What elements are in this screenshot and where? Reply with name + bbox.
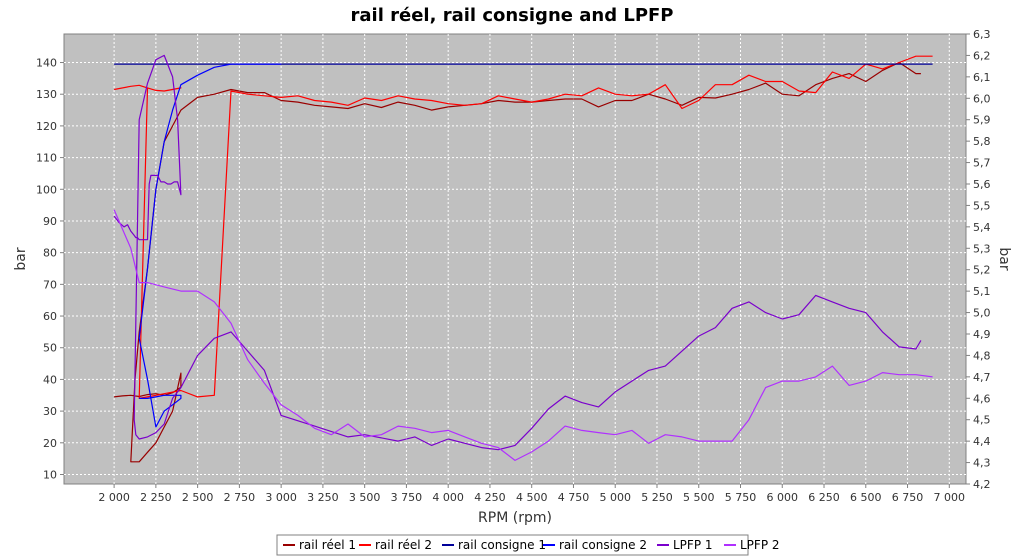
- y-tick-label: 120: [36, 120, 57, 133]
- series-line-5: [113, 54, 922, 451]
- y-tick-label: 140: [36, 57, 57, 70]
- series-line-4: [138, 63, 282, 428]
- y-tick-label: 60: [43, 310, 57, 323]
- x-tick-label: 2 750: [224, 491, 256, 504]
- y2-tick-label: 4,5: [973, 414, 991, 427]
- y2-tick-label: 4,8: [973, 349, 991, 362]
- series-line-2: [113, 55, 933, 399]
- legend-label: rail réel 2: [375, 538, 432, 552]
- y2-tick-label: 4,9: [973, 328, 991, 341]
- y-tick-label: 130: [36, 88, 57, 101]
- y2-tick-label: 5,1: [973, 285, 991, 298]
- x-tick-label: 7 000: [934, 491, 966, 504]
- y-tick-label: 70: [43, 278, 57, 291]
- y2-tick-label: 6,0: [973, 92, 991, 105]
- y2-tick-label: 5,0: [973, 307, 991, 320]
- x-tick-label: 5 250: [641, 491, 673, 504]
- x-tick-label: 3 750: [391, 491, 423, 504]
- y-tick-label: 100: [36, 183, 57, 196]
- x-tick-label: 2 250: [140, 491, 172, 504]
- chart-title: rail réel, rail consigne and LPFP: [351, 5, 674, 26]
- legend-label: LPFP 1: [673, 538, 713, 552]
- y-tick-label: 40: [43, 373, 57, 386]
- y2-tick-label: 5,6: [973, 178, 991, 191]
- y-axis-label: bar: [13, 247, 29, 270]
- x-tick-label: 5 500: [683, 491, 715, 504]
- x-tick-label: 6 750: [892, 491, 924, 504]
- y2-tick-label: 5,7: [973, 157, 991, 170]
- x-tick-label: 4 500: [516, 491, 548, 504]
- x-tick-label: 6 500: [850, 491, 882, 504]
- x-tick-label: 6 250: [808, 491, 840, 504]
- y2-tick-label: 4,4: [973, 435, 991, 448]
- x-tick-label: 5 000: [599, 491, 631, 504]
- legend-label: rail consigne 2: [559, 538, 647, 552]
- legend-box: [276, 534, 749, 556]
- axes: 2 000 2 250 2 500 2 750 3 000 3 250 3 500 3 750…: [36, 28, 991, 504]
- y2-tick-label: 4,6: [973, 392, 991, 405]
- y2-axis-label: bar: [996, 247, 1012, 270]
- y-tick-label: 50: [43, 342, 57, 355]
- x-tick-label: 2 500: [182, 491, 214, 504]
- y2-tick-label: 4,2: [973, 478, 991, 491]
- legend-label: LPFP 2: [740, 538, 780, 552]
- grid: [64, 34, 966, 484]
- legend: rail réel 1 rail réel 2 rail consigne 1 rai…: [276, 534, 780, 556]
- y2-tick-label: 5,8: [973, 135, 991, 148]
- y2-tick-label: 5,4: [973, 221, 991, 234]
- legend-label: rail réel 1: [299, 538, 356, 552]
- y-tick-label: 80: [43, 247, 57, 260]
- y2-tick-label: 5,9: [973, 114, 991, 127]
- x-tick-label: 3 500: [349, 491, 381, 504]
- x-tick-label: 4 000: [432, 491, 464, 504]
- x-tick-label: 5 750: [725, 491, 757, 504]
- y2-tick-label: 5,3: [973, 242, 991, 255]
- x-tick-label: 2 000: [98, 491, 130, 504]
- y2-tick-label: 6,1: [973, 71, 991, 84]
- x-tick-label: 4 750: [558, 491, 590, 504]
- legend-label: rail consigne 1: [458, 538, 546, 552]
- plot-area: [63, 33, 967, 485]
- y-tick-label: 30: [43, 405, 57, 418]
- x-tick-label: 3 000: [265, 491, 297, 504]
- y2-tick-label: 6,3: [973, 28, 991, 41]
- series-line-6: [113, 209, 933, 461]
- y-tick-label: 20: [43, 437, 57, 450]
- y2-tick-label: 6,2: [973, 49, 991, 62]
- x-tick-label: 6 000: [767, 491, 799, 504]
- y-tick-label: 10: [43, 468, 57, 481]
- series-group: [113, 54, 933, 463]
- y2-tick-label: 5,2: [973, 264, 991, 277]
- y2-tick-label: 4,3: [973, 457, 991, 470]
- y2-tick-label: 5,5: [973, 199, 991, 212]
- x-axis-label: RPM (rpm): [478, 510, 552, 526]
- y-tick-label: 110: [36, 152, 57, 165]
- x-tick-label: 4 250: [474, 491, 506, 504]
- series-line-1: [114, 61, 921, 463]
- y2-tick-label: 4,7: [973, 371, 991, 384]
- y-tick-label: 90: [43, 215, 57, 228]
- x-tick-label: 3 250: [307, 491, 339, 504]
